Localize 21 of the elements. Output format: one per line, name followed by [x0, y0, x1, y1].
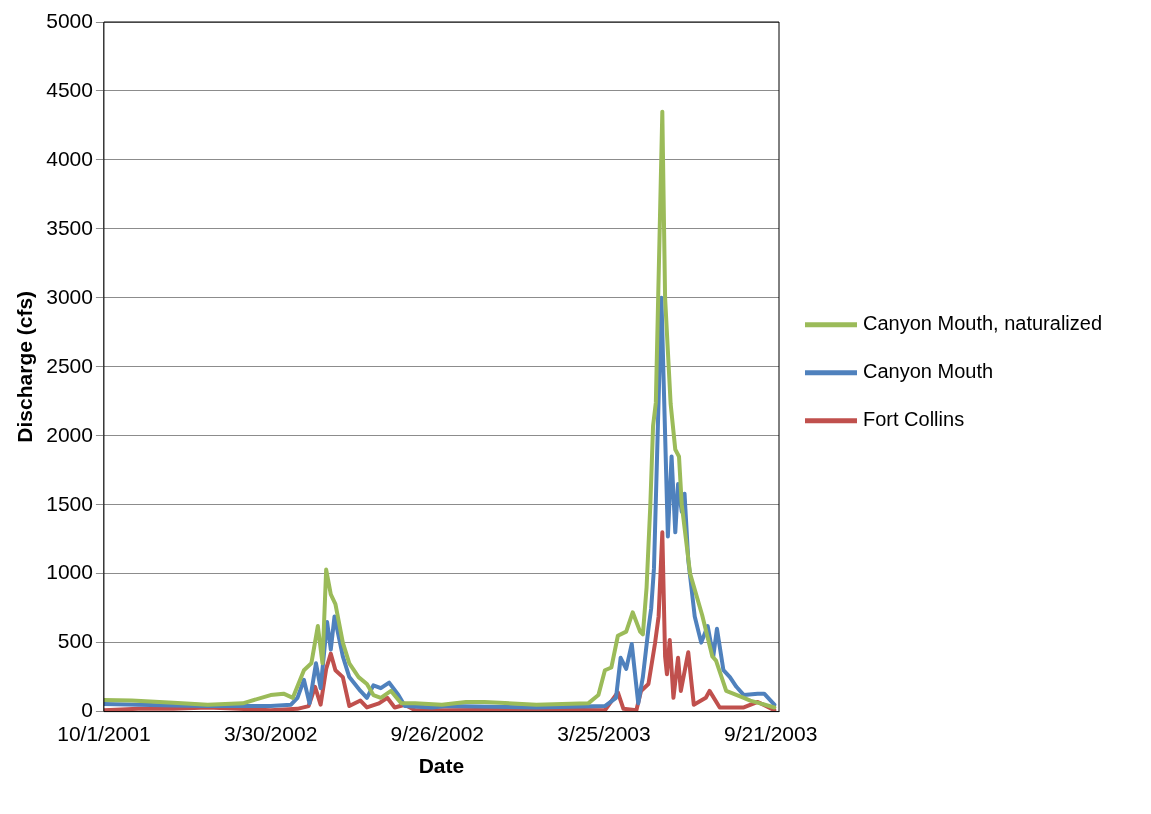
y-tick-label: 1500: [46, 491, 93, 515]
x-axis-title: Date: [418, 754, 465, 778]
legend-label: Canyon Mouth, naturalized: [863, 312, 1103, 335]
legend-label: Canyon Mouth: [863, 360, 994, 383]
y-tick-label: 2000: [46, 422, 93, 446]
y-tick-label: 2500: [46, 353, 93, 377]
y-tick-label: 4500: [46, 77, 93, 101]
y-tick-label: 0: [81, 698, 93, 722]
y-tick-label: 3000: [46, 284, 93, 308]
y-tick-label: 3500: [46, 215, 93, 239]
y-tick-label: 1000: [46, 560, 93, 584]
legend-label: Fort Collins: [863, 408, 965, 431]
x-tick-label: 3/30/2002: [223, 722, 318, 745]
y-axis-title: Discharge (cfs): [13, 290, 37, 443]
y-tick-label: 500: [57, 629, 93, 653]
y-tick-label: 4000: [46, 146, 93, 170]
x-tick-label: 10/1/2001: [57, 722, 151, 745]
x-tick-label: 3/25/2003: [557, 722, 651, 745]
x-tick-label: 9/26/2002: [390, 722, 485, 745]
y-tick-label: 5000: [46, 8, 93, 32]
x-tick-label: 9/21/2003: [723, 722, 818, 745]
